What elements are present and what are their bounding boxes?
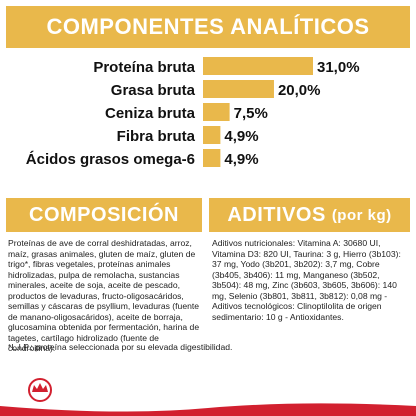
analytic-bar-chart: Proteína bruta 31,0% Grasa bruta 20,0% Ceniz… <box>26 57 360 168</box>
category-label: Proteína bruta <box>93 59 195 76</box>
footer <box>0 372 416 416</box>
additives-title: ADITIVOS <box>227 203 326 226</box>
footnote: *L.I.P.: proteína seleccionada por su el… <box>8 342 233 352</box>
value-label: 7,5% <box>234 105 268 122</box>
bar <box>203 103 230 121</box>
value-label: 4,9% <box>224 128 258 145</box>
additives-unit: (por kg) <box>331 206 392 224</box>
additives-text: Aditivos nutricionales: Vitamina A: 3068… <box>212 238 401 322</box>
bar <box>203 80 274 98</box>
category-label: Grasa bruta <box>111 82 196 99</box>
composition-text: Proteínas de ave de corral deshidratadas… <box>8 238 200 353</box>
royal-canin-crown-logo <box>28 378 52 402</box>
composition-banner: COMPOSICIÓN <box>6 198 202 232</box>
bar <box>203 57 313 75</box>
category-label: Ácidos grasos omega-6 <box>26 151 195 168</box>
value-label: 31,0% <box>317 59 360 76</box>
additives-banner: ADITIVOS (por kg) <box>209 198 410 232</box>
category-label: Fibra bruta <box>117 128 196 145</box>
composition-title: COMPOSICIÓN <box>29 203 179 226</box>
category-label: Ceniza bruta <box>105 105 196 122</box>
analytic-components-banner: COMPONENTES ANALÍTICOS <box>6 6 410 48</box>
value-label: 20,0% <box>278 82 321 99</box>
footer-swoosh <box>0 403 416 416</box>
bar <box>203 126 221 144</box>
value-label: 4,9% <box>224 151 258 168</box>
bar <box>203 149 221 167</box>
analytic-components-title: COMPONENTES ANALÍTICOS <box>46 14 370 39</box>
